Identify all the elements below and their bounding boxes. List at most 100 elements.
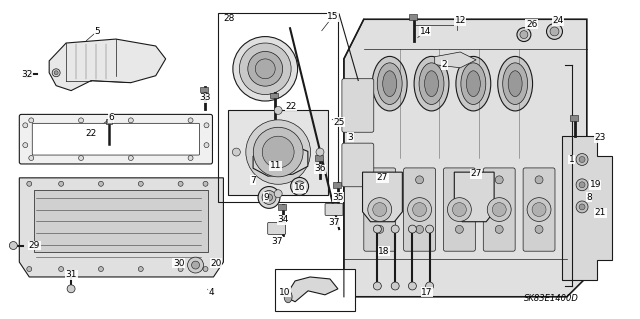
Circle shape <box>23 143 28 148</box>
Ellipse shape <box>508 71 522 97</box>
Bar <box>106 119 112 124</box>
Ellipse shape <box>368 198 392 221</box>
Ellipse shape <box>447 198 471 221</box>
Ellipse shape <box>297 184 302 189</box>
Text: 37: 37 <box>271 237 282 246</box>
Ellipse shape <box>248 51 283 86</box>
Bar <box>270 93 278 98</box>
Text: 4: 4 <box>209 288 214 297</box>
Circle shape <box>535 176 543 184</box>
Ellipse shape <box>255 59 275 79</box>
Circle shape <box>391 225 399 233</box>
Text: 27: 27 <box>470 169 482 178</box>
Text: 21: 21 <box>595 208 606 217</box>
Text: 28: 28 <box>224 14 236 23</box>
Bar <box>278 204 286 210</box>
Text: 14: 14 <box>419 27 431 36</box>
Text: 35: 35 <box>332 193 344 202</box>
Ellipse shape <box>502 63 527 105</box>
Circle shape <box>178 267 183 271</box>
Circle shape <box>576 153 588 166</box>
Ellipse shape <box>239 43 291 94</box>
FancyBboxPatch shape <box>325 204 343 215</box>
Circle shape <box>204 123 209 128</box>
Circle shape <box>23 70 31 78</box>
Text: 11: 11 <box>269 161 281 170</box>
Text: 18: 18 <box>378 247 390 256</box>
Circle shape <box>576 201 588 213</box>
Text: 34: 34 <box>277 215 289 224</box>
Circle shape <box>191 261 200 269</box>
Ellipse shape <box>498 56 532 111</box>
Text: 31: 31 <box>66 271 77 279</box>
Ellipse shape <box>487 198 511 221</box>
Text: 27: 27 <box>377 173 388 182</box>
Ellipse shape <box>414 56 449 111</box>
Ellipse shape <box>424 71 438 97</box>
Text: 16: 16 <box>294 183 305 192</box>
Circle shape <box>376 226 384 234</box>
Text: 6: 6 <box>108 113 114 122</box>
Circle shape <box>27 267 32 271</box>
Text: 9: 9 <box>263 193 269 202</box>
Ellipse shape <box>246 120 310 184</box>
Circle shape <box>29 118 34 123</box>
Circle shape <box>535 226 543 234</box>
Polygon shape <box>35 190 209 252</box>
Circle shape <box>495 176 503 184</box>
Text: 22: 22 <box>85 129 96 138</box>
Text: 19: 19 <box>589 180 601 189</box>
Circle shape <box>316 148 324 156</box>
Circle shape <box>29 156 34 160</box>
Text: 26: 26 <box>526 20 537 29</box>
Ellipse shape <box>253 127 303 177</box>
Circle shape <box>426 225 433 233</box>
Ellipse shape <box>527 198 551 221</box>
Ellipse shape <box>262 190 276 204</box>
Circle shape <box>99 181 104 186</box>
Text: 3: 3 <box>348 133 353 142</box>
Circle shape <box>579 204 585 210</box>
Text: 36: 36 <box>314 165 326 174</box>
Text: 30: 30 <box>173 259 184 268</box>
Text: 37: 37 <box>328 218 340 226</box>
Ellipse shape <box>372 203 387 217</box>
Ellipse shape <box>452 203 467 217</box>
Text: 32: 32 <box>21 70 33 78</box>
Circle shape <box>373 225 381 233</box>
Circle shape <box>23 123 28 128</box>
FancyBboxPatch shape <box>364 168 396 251</box>
Ellipse shape <box>492 203 506 217</box>
FancyBboxPatch shape <box>268 222 285 234</box>
Polygon shape <box>228 110 328 195</box>
Circle shape <box>426 282 433 290</box>
Text: SK83E1400D: SK83E1400D <box>524 294 579 303</box>
Ellipse shape <box>517 28 531 41</box>
Ellipse shape <box>372 56 407 111</box>
Polygon shape <box>562 136 612 279</box>
Ellipse shape <box>456 56 491 111</box>
Ellipse shape <box>262 136 294 168</box>
Ellipse shape <box>413 203 426 217</box>
Circle shape <box>79 156 84 160</box>
Ellipse shape <box>233 37 298 101</box>
Circle shape <box>138 267 143 271</box>
Circle shape <box>27 181 32 186</box>
Ellipse shape <box>266 194 273 201</box>
Bar <box>315 155 323 161</box>
Circle shape <box>67 285 75 293</box>
Ellipse shape <box>294 181 305 192</box>
Circle shape <box>408 282 417 290</box>
Circle shape <box>59 181 63 186</box>
Text: 7: 7 <box>250 175 256 185</box>
Ellipse shape <box>467 71 480 97</box>
Circle shape <box>203 267 208 271</box>
Circle shape <box>415 176 424 184</box>
Circle shape <box>232 148 241 156</box>
Circle shape <box>52 69 60 77</box>
Text: 15: 15 <box>327 12 339 21</box>
Circle shape <box>188 257 204 273</box>
Ellipse shape <box>284 291 292 303</box>
FancyBboxPatch shape <box>342 143 374 187</box>
FancyBboxPatch shape <box>483 168 515 251</box>
